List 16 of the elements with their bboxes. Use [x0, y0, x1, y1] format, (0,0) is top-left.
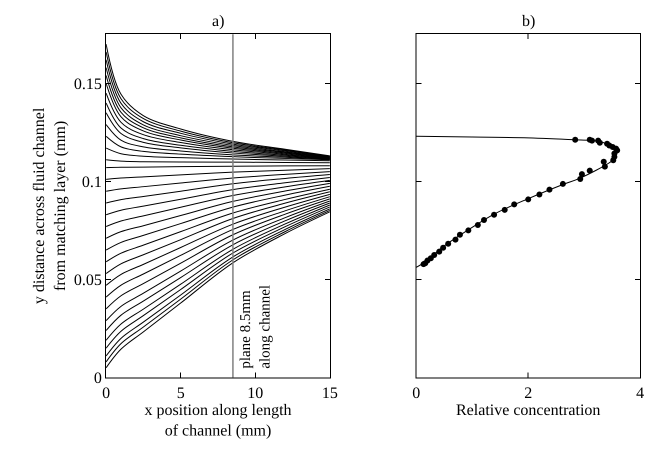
y-axis-title: y distance across fluid channel from matching layer (mm)	[30, 107, 69, 304]
y-tick-label: 0.05	[74, 272, 102, 290]
x-tick-label: 2	[524, 384, 532, 402]
x-axis-title: x position along length of channel (mm)	[144, 402, 292, 440]
chart-title: b)	[522, 13, 536, 30]
x-tick-label: 15	[322, 384, 338, 402]
x-tick-label: 10	[247, 384, 264, 402]
x-tick-label: 5	[176, 384, 185, 402]
y-tick-label: 0.15	[74, 76, 102, 93]
x-tick-label: 0	[412, 384, 420, 402]
chart-title: a)	[212, 13, 224, 30]
y-tick-label: 0.1	[82, 174, 102, 191]
x-tick-label: 4	[636, 384, 644, 402]
y-tick-label: 0	[94, 370, 102, 388]
ref-line-label: plane 8.5mm along channel	[238, 284, 274, 369]
x-axis-title: Relative concentration	[456, 402, 600, 419]
